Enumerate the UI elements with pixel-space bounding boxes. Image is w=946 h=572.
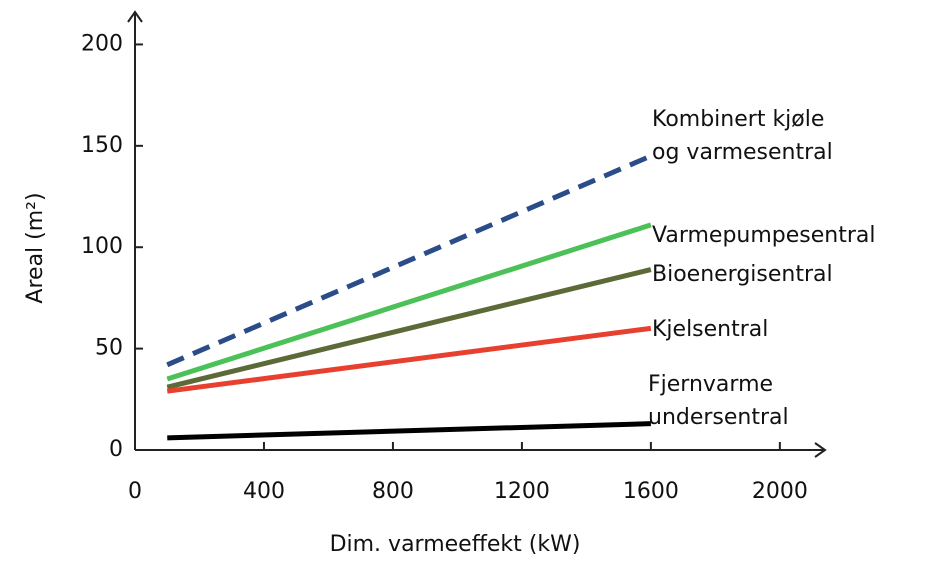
x-tick-label: 800 xyxy=(372,479,414,504)
series-line xyxy=(166,222,652,382)
series-label: og varmesentral xyxy=(652,140,833,165)
y-tick-label: 150 xyxy=(81,133,123,158)
x-tick-label: 0 xyxy=(128,479,142,504)
y-axis xyxy=(127,10,143,450)
series-line xyxy=(166,267,652,390)
series-line xyxy=(166,325,652,394)
x-axis-label: Dim. varmeeffekt (kW) xyxy=(330,532,581,557)
series-label: Kombinert kjøle xyxy=(652,107,824,132)
y-tick-label: 200 xyxy=(81,31,123,56)
series-label: Varmepumpesentral xyxy=(652,223,876,248)
x-tick-label: 400 xyxy=(243,479,285,504)
series-line xyxy=(167,421,651,441)
y-tick-label: 100 xyxy=(81,234,123,259)
y-axis-label: Areal (m²) xyxy=(23,192,48,303)
x-axis xyxy=(135,442,827,458)
x-tick-label: 1600 xyxy=(623,479,679,504)
x-tick-label: 2000 xyxy=(752,479,808,504)
series-label: Bioenergisentral xyxy=(652,262,833,287)
x-tick-label: 1200 xyxy=(494,479,550,504)
y-tick-label: 50 xyxy=(95,336,123,361)
y-tick-label: 0 xyxy=(109,437,123,462)
series-label: Kjelsentral xyxy=(652,317,768,342)
series-label: undersentral xyxy=(648,405,789,430)
series-line xyxy=(166,153,652,368)
series-label: Fjernvarme xyxy=(648,372,773,397)
